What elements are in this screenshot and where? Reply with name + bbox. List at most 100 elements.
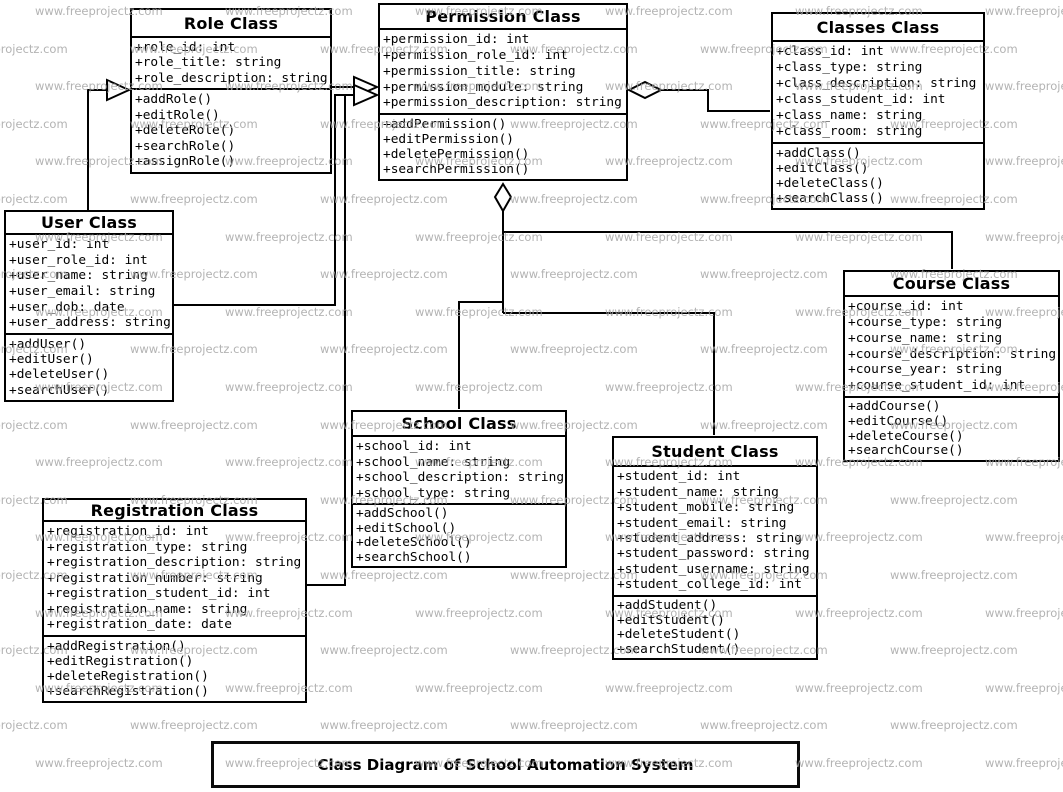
class-attributes-role: +role_id: int +role_title: string +role_de… (132, 38, 330, 90)
class-attribute-row: +student_username: string (617, 562, 810, 577)
class-attribute-row: +class_description: string (776, 77, 977, 91)
class-method-row: +searchCourse() (848, 444, 964, 458)
class-attribute-row: +role_id: int (135, 40, 236, 55)
class-method-row: +editUser() (9, 353, 94, 367)
class-method-row: +addStudent() (617, 599, 718, 613)
class-title-registration: Registration Class (44, 500, 305, 522)
arrowhead-role (106, 78, 132, 102)
class-attribute-row: +student_password: string (617, 547, 810, 561)
connector-registration-to-permission (307, 95, 346, 586)
class-method-row: +editClass() (776, 161, 869, 176)
class-attribute-row: +user_id: int (9, 238, 110, 252)
class-method-row: +searchSchool() (356, 550, 472, 564)
class-method-row: +deletePermission() (383, 147, 530, 162)
class-box-course: Course Class +course_id: int +course_type:… (843, 270, 1060, 462)
arrowhead-permission-lower (353, 83, 380, 107)
diagram-title: Class Diagram of School Automation Syste… (317, 755, 694, 774)
class-box-role: Role Class +role_id: int +role_title: stri… (130, 8, 332, 174)
class-method-row: +addClass() (776, 146, 861, 161)
class-methods-course: +addCourse() +editCourse() +deleteCourse()… (845, 398, 1058, 460)
class-method-row: +deleteRegistration() (47, 669, 209, 684)
class-method-row: +assignRole() (135, 155, 236, 169)
class-attribute-row: +user_address: string (9, 316, 171, 330)
class-attribute-row: +course_year: string (848, 363, 1003, 377)
class-methods-school: +addSchool() +editSchool() +deleteSchool()… (353, 505, 565, 566)
class-method-row: +addUser() (9, 337, 87, 352)
class-method-row: +editSchool() (356, 521, 457, 535)
class-attribute-row: +class_type: string (776, 61, 923, 75)
class-attribute-row: +school_id: int (356, 440, 472, 454)
class-attribute-row: +permission_description: string (383, 96, 622, 110)
class-box-school: School Class +school_id: int +school_name:… (351, 410, 567, 568)
class-method-row: +deleteClass() (776, 176, 884, 191)
class-box-student: Student Class +student_id: int +student_na… (612, 436, 818, 660)
class-method-row: +searchRegistration() (47, 684, 209, 699)
diamond-permission-right (626, 80, 664, 100)
class-attributes-user: +user_id: int +user_role_id: int +user_nam… (6, 235, 172, 335)
class-attribute-row: +permission_role_id: int (383, 49, 568, 63)
class-title-school: School Class (353, 412, 565, 437)
class-title-permission: Permission Class (380, 5, 626, 30)
class-method-row: +searchPermission() (383, 162, 530, 177)
class-method-row: +searchClass() (776, 191, 884, 206)
class-attribute-row: +permission_module: string (383, 80, 584, 94)
class-attribute-row: +user_role_id: int (9, 253, 148, 268)
class-attribute-row: +class_name: string (776, 109, 923, 123)
class-attribute-row: +student_mobile: string (617, 501, 795, 515)
class-method-row: +editCourse() (848, 414, 949, 429)
connector-user-to-role (87, 89, 109, 210)
class-methods-registration: +addRegistration() +editRegistration() +de… (44, 637, 305, 701)
class-attribute-row: +course_id: int (848, 300, 964, 314)
connector-school-to-permission (458, 301, 503, 409)
class-attribute-row: +registration_description: string (47, 556, 302, 570)
class-method-row: +addCourse() (848, 400, 941, 414)
diamond-permission-bottom (493, 182, 513, 214)
class-method-row: +editPermission() (383, 132, 514, 147)
class-attribute-row: +student_college_id: int (617, 578, 802, 592)
class-title-student: Student Class (614, 438, 816, 467)
class-attribute-row: +registration_student_id: int (47, 587, 271, 601)
class-box-permission: Permission Class +permission_id: int +perm… (378, 3, 628, 181)
class-title-role: Role Class (132, 10, 330, 38)
class-attribute-row: +student_name: string (617, 485, 779, 499)
class-attribute-row: +permission_title: string (383, 64, 576, 79)
class-method-row: +searchRole() (135, 139, 236, 154)
class-attribute-row: +class_room: string (776, 125, 923, 139)
class-method-row: +editRegistration() (47, 654, 194, 669)
class-box-user: User Class +user_id: int +user_role_id: in… (4, 210, 174, 402)
class-attribute-row: +course_student_id: int (848, 379, 1026, 393)
class-attributes-registration: +registration_id: int +registration_type:… (44, 522, 305, 637)
class-attribute-row: +course_name: string (848, 331, 1003, 346)
class-method-row: +deleteCourse() (848, 429, 964, 444)
class-title-user: User Class (6, 212, 172, 235)
class-methods-classes: +addClass() +editClass() +deleteClass() +se… (773, 144, 983, 208)
class-title-classes: Classes Class (773, 14, 983, 42)
class-method-row: +addPermission() (383, 117, 507, 132)
class-attribute-row: +registration_date: date (47, 618, 232, 632)
class-attributes-school: +school_id: int +school_name: string +scho… (353, 437, 565, 505)
class-method-row: +deleteStudent() (617, 628, 741, 642)
class-methods-user: +addUser() +editUser() +deleteUser() +searc… (6, 335, 172, 400)
class-box-classes: Classes Class +class_id: int +class_type: … (771, 12, 985, 210)
class-title-course: Course Class (845, 272, 1058, 297)
class-attribute-row: +role_title: string (135, 56, 282, 70)
class-attribute-row: +course_type: string (848, 316, 1003, 330)
connector-course-to-permission (503, 231, 953, 269)
class-attribute-row: +registration_type: string (47, 540, 248, 555)
class-attribute-row: +registration_number: string (47, 571, 263, 586)
class-attribute-row: +role_description: string (135, 71, 328, 86)
class-attribute-row: +school_name: string (356, 455, 511, 469)
class-methods-role: +addRole() +editRole() +deleteRole() +searc… (132, 90, 330, 172)
class-attribute-row: +permission_id: int (383, 33, 530, 47)
class-box-registration: Registration Class +registration_id: int +… (42, 498, 307, 703)
class-method-row: +addRole() (135, 93, 213, 107)
class-attribute-row: +school_description: string (356, 471, 565, 485)
class-attribute-row: +user_email: string (9, 285, 156, 299)
class-attributes-classes: +class_id: int +class_type: string +class_… (773, 42, 983, 144)
class-attributes-student: +student_id: int +student_name: string +st… (614, 467, 816, 597)
class-attribute-row: +user_dob: date (9, 300, 125, 315)
class-attribute-row: +user_name: string (9, 269, 148, 283)
class-attribute-row: +student_email: string (617, 516, 787, 530)
